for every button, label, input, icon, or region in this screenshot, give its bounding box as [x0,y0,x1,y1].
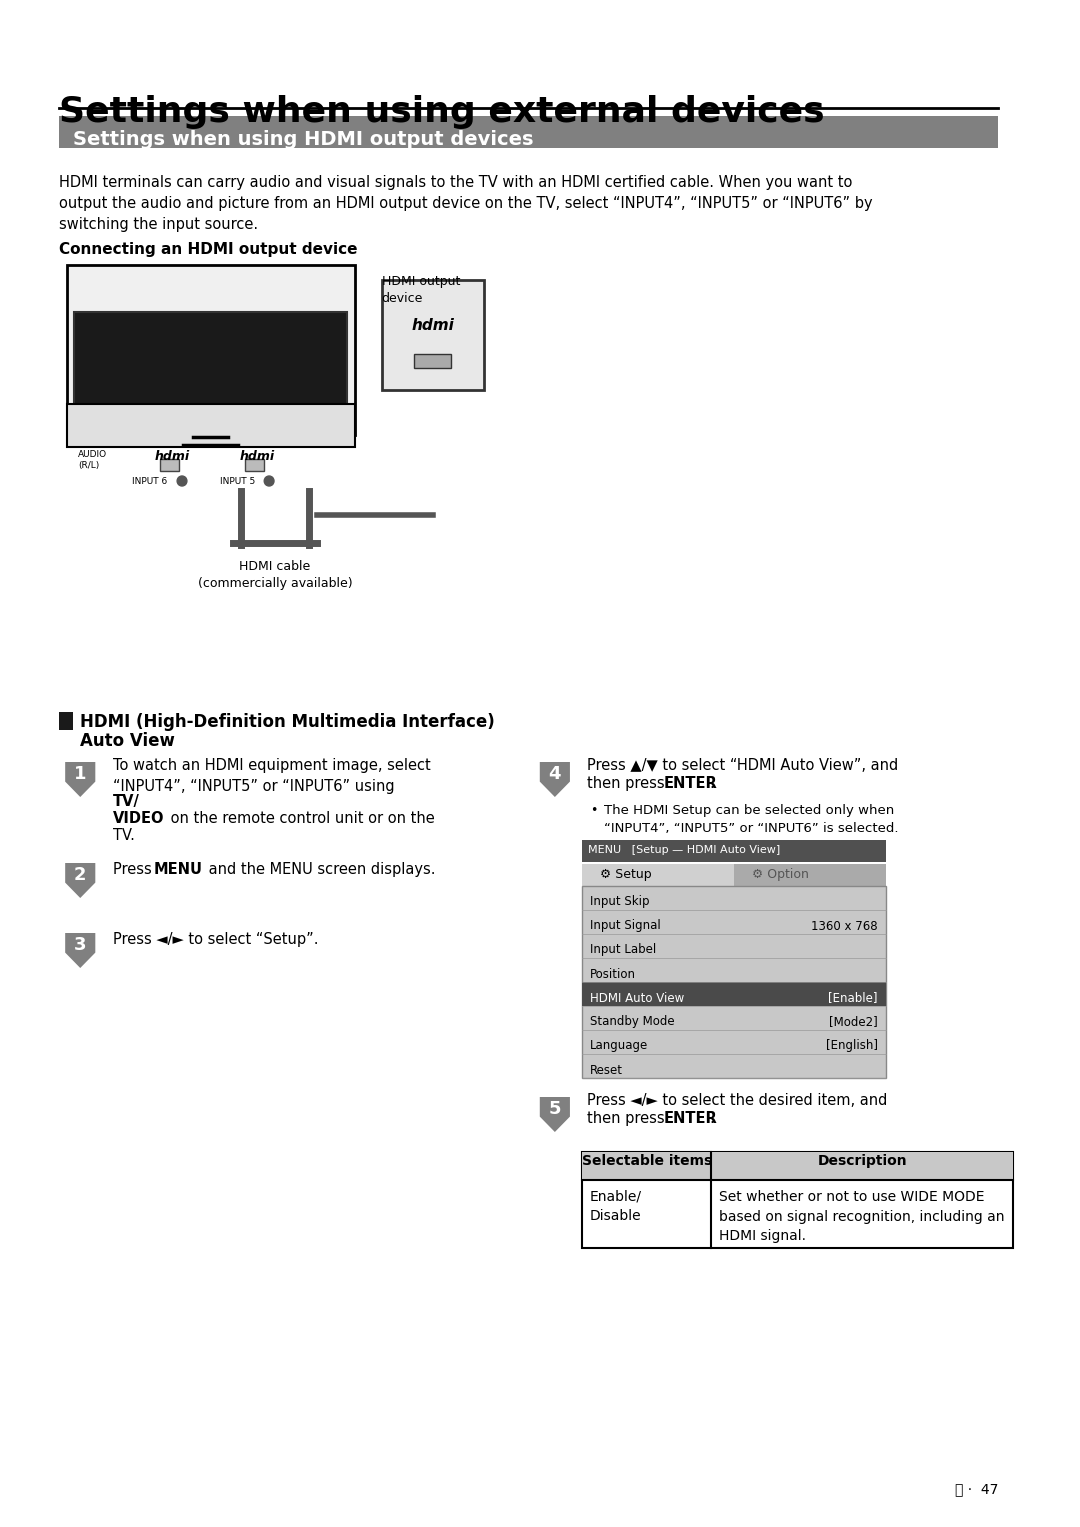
Text: HDMI terminals can carry audio and visual signals to the TV with an HDMI certifi: HDMI terminals can carry audio and visua… [58,176,873,232]
Text: Auto View: Auto View [80,731,175,750]
Text: AUDIO
(R/L): AUDIO (R/L) [78,450,107,470]
Text: ⚙ Setup: ⚙ Setup [599,867,651,881]
Text: Press ▲/▼ to select “HDMI Auto View”, and: Press ▲/▼ to select “HDMI Auto View”, an… [588,757,899,773]
Text: TV/: TV/ [112,794,139,809]
FancyBboxPatch shape [58,116,998,148]
Text: Standby Mode: Standby Mode [590,1015,675,1029]
Text: Settings when using external devices: Settings when using external devices [58,95,824,128]
Text: and the MENU screen displays.: and the MENU screen displays. [203,863,435,876]
Circle shape [177,476,187,486]
Text: on the remote control unit or on the: on the remote control unit or on the [166,811,435,826]
Text: Position: Position [590,968,636,980]
Text: INPUT 5: INPUT 5 [220,476,256,486]
Text: Press: Press [112,863,156,876]
Text: To watch an HDMI equipment image, select
“INPUT4”, “INPUT5” or “INPUT6” using: To watch an HDMI equipment image, select… [112,757,430,794]
Text: ⚙ Option: ⚙ Option [752,867,809,881]
Text: [English]: [English] [826,1040,878,1052]
Text: Reset: Reset [590,1063,623,1077]
Text: then press: then press [588,776,670,791]
FancyBboxPatch shape [582,1151,1013,1248]
FancyBboxPatch shape [245,460,265,470]
Text: INPUT 6: INPUT 6 [132,476,167,486]
FancyBboxPatch shape [75,312,348,428]
Text: 4: 4 [549,765,562,783]
Text: Description: Description [818,1154,907,1168]
Text: VIDEO: VIDEO [112,811,164,826]
Text: Enable/
Disable: Enable/ Disable [590,1190,643,1223]
Text: Set whether or not to use WIDE MODE
based on signal recognition, including an
HD: Set whether or not to use WIDE MODE base… [719,1190,1004,1243]
Text: .: . [710,776,714,791]
Text: Selectable items: Selectable items [582,1154,712,1168]
Text: HDMI Auto View: HDMI Auto View [590,991,685,1005]
FancyBboxPatch shape [381,279,485,389]
Text: •: • [590,805,597,817]
Text: ⓔ ·  47: ⓔ · 47 [955,1483,998,1496]
FancyBboxPatch shape [582,864,734,886]
Text: Connecting an HDMI output device: Connecting an HDMI output device [58,241,357,257]
Text: The HDMI Setup can be selected only when
“INPUT4”, “INPUT5” or “INPUT6” is selec: The HDMI Setup can be selected only when… [604,805,899,835]
FancyBboxPatch shape [582,840,886,863]
Text: hdmi: hdmi [411,318,454,333]
Polygon shape [65,863,95,898]
Text: Settings when using HDMI output devices: Settings when using HDMI output devices [73,130,534,150]
Text: 2: 2 [75,866,86,884]
Polygon shape [65,762,95,797]
FancyBboxPatch shape [58,712,73,730]
Text: Press ◄/► to select the desired item, and: Press ◄/► to select the desired item, an… [588,1093,888,1109]
FancyBboxPatch shape [160,460,179,470]
FancyBboxPatch shape [67,266,355,435]
Text: 1360 x 768: 1360 x 768 [811,919,878,933]
Text: ENTER: ENTER [663,776,717,791]
FancyBboxPatch shape [582,982,886,1006]
Polygon shape [65,933,95,968]
FancyBboxPatch shape [582,1151,1013,1180]
Text: TV.: TV. [112,828,134,843]
FancyBboxPatch shape [67,405,355,447]
Text: Press ◄/► to select “Setup”.: Press ◄/► to select “Setup”. [112,931,318,947]
Text: HDMI output
device: HDMI output device [381,275,460,305]
Text: MENU: MENU [153,863,203,876]
Text: [Enable]: [Enable] [828,991,878,1005]
FancyBboxPatch shape [414,354,451,368]
Text: Input Skip: Input Skip [590,895,649,909]
Text: then press: then press [588,1112,670,1125]
Text: 3: 3 [75,936,86,954]
Text: Input Label: Input Label [590,944,657,956]
FancyBboxPatch shape [582,886,886,1078]
Text: Language: Language [590,1040,648,1052]
Text: ENTER: ENTER [663,1112,717,1125]
Text: .: . [710,1112,714,1125]
Circle shape [265,476,274,486]
Text: Input Signal: Input Signal [590,919,661,933]
Polygon shape [540,762,570,797]
Text: hdmi: hdmi [154,450,190,464]
Text: 1: 1 [75,765,86,783]
Text: hdmi: hdmi [240,450,275,464]
Text: HDMI (High-Definition Multimedia Interface): HDMI (High-Definition Multimedia Interfa… [80,713,495,731]
Polygon shape [540,1096,570,1132]
Text: 5: 5 [549,1099,562,1118]
Text: MENU   [Setup — HDMI Auto View]: MENU [Setup — HDMI Auto View] [589,844,781,855]
Text: [Mode2]: [Mode2] [829,1015,878,1029]
FancyBboxPatch shape [582,864,886,886]
Text: HDMI cable
(commercially available): HDMI cable (commercially available) [198,560,352,589]
